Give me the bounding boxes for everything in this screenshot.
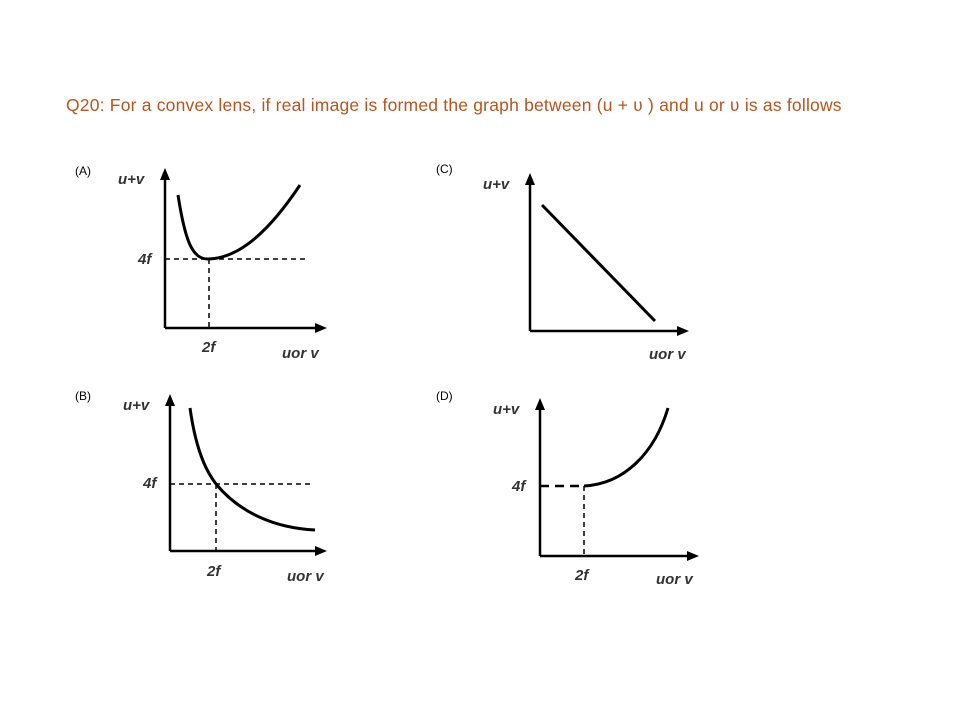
option-c-label: (C)	[436, 162, 453, 176]
graph-d-y-axis-label: u+v	[493, 401, 521, 418]
graph-c-x-axis-label: uor v	[649, 346, 687, 363]
graph-d-curve	[583, 407, 670, 488]
graph-a: u+v 4f 2f uor v	[118, 168, 327, 362]
graph-a-y-arrow	[160, 168, 170, 180]
graph-d-y-arrow	[535, 398, 545, 410]
graph-c-line	[540, 203, 657, 323]
graph-b-y-axis-label: u+v	[123, 397, 151, 414]
graph-d-x-axis-label: uor v	[656, 571, 694, 588]
graph-b-x-mark: 2f	[206, 563, 222, 580]
graph-c-y-axis-label: u+v	[483, 176, 511, 193]
graph-a-curve	[176, 184, 302, 261]
option-b-label: (B)	[75, 389, 91, 403]
graph-b-y-mark: 4f	[142, 475, 158, 492]
graph-c: u+v uor v	[483, 173, 689, 363]
graph-b-curve	[188, 407, 316, 532]
graph-b-x-axis-label: uor v	[287, 568, 325, 585]
graph-b: u+v 4f 2f uor v	[123, 394, 327, 585]
graph-a-y-mark: 4f	[137, 251, 153, 268]
graph-a-y-axis-label: u+v	[118, 171, 146, 188]
option-d-label: (D)	[436, 389, 453, 403]
graph-d-y-mark: 4f	[511, 478, 527, 495]
graph-a-x-mark: 2f	[201, 339, 217, 356]
graph-d: u+v 4f 2f uor v	[493, 398, 699, 588]
graph-d-x-arrow	[687, 551, 699, 561]
graph-c-y-arrow	[525, 173, 535, 185]
graph-b-x-arrow	[315, 546, 327, 556]
graph-c-x-arrow	[677, 326, 689, 336]
graph-d-x-mark: 2f	[574, 567, 590, 584]
option-a-label: (A)	[75, 164, 91, 178]
question-text: Q20: For a convex lens, if real image is…	[66, 95, 842, 115]
graph-b-y-arrow	[165, 394, 175, 406]
graph-a-x-axis-label: uor v	[282, 345, 320, 362]
graph-a-x-arrow	[315, 323, 327, 333]
